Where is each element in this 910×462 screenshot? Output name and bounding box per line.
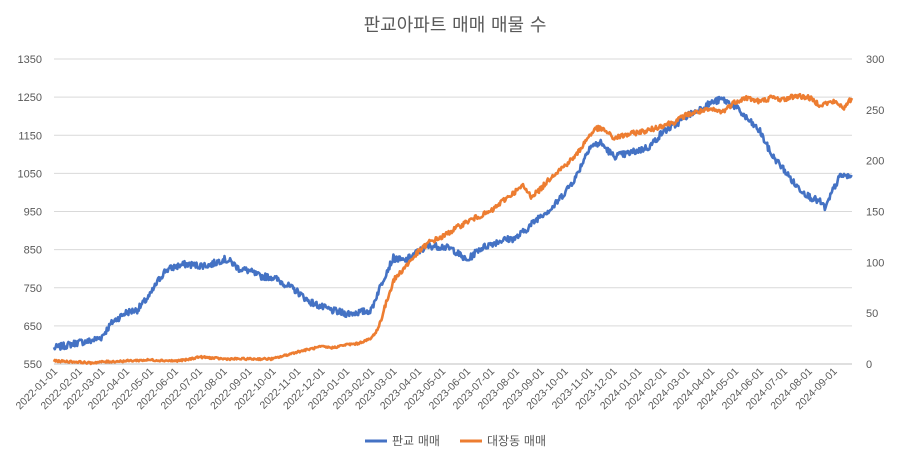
left-tick-label: 1150 [18,130,42,142]
legend-label-pangyo: 판교 매매 [392,434,440,448]
chart-title: 판교아파트 매매 매물 수 [364,15,547,36]
gridlines [54,58,852,365]
right-tick-label: 300 [866,54,884,66]
left-tick-label: 1050 [18,168,42,180]
series-lines [52,92,854,366]
left-tick-label: 950 [24,207,42,219]
legend-label-daejang: 대장동 매매 [487,434,546,448]
right-tick-label: 100 [866,257,884,269]
left-tick-label: 1350 [18,54,42,66]
left-tick-label: 750 [24,283,42,295]
series-line-pangyo [52,95,853,351]
right-tick-label: 50 [866,308,878,320]
right-tick-label: 150 [866,207,884,219]
left-y-axis: 550 650 750 850 950 1050 1150 1250 1350 [18,54,42,371]
left-tick-label: 650 [24,321,42,333]
right-tick-label: 250 [866,105,884,117]
left-tick-label: 550 [24,359,42,371]
right-y-axis: 0 50 100 150 200 250 300 [866,54,884,371]
left-tick-label: 850 [24,245,42,257]
series-line-daejang [52,92,854,366]
legend: 판교 매매 대장동 매매 [365,434,546,448]
left-tick-label: 1250 [18,92,42,104]
x-axis: 2022-01-012022-02-012022-03-012022-04-01… [14,363,852,412]
right-tick-label: 200 [866,156,884,168]
right-tick-label: 0 [866,359,872,371]
